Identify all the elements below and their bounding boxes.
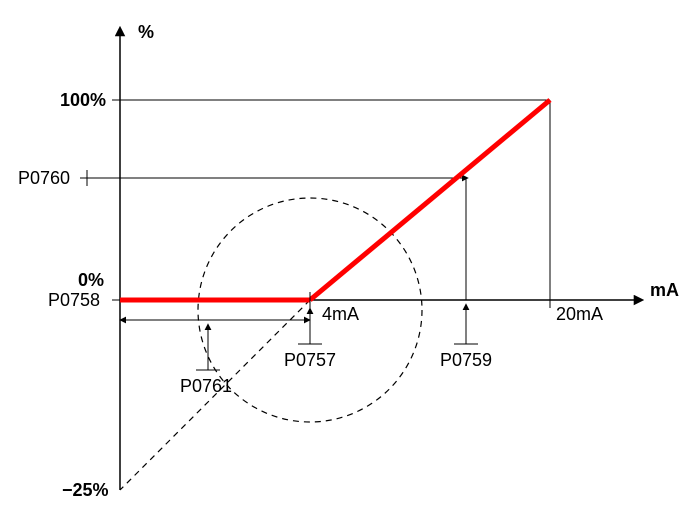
label-p0758: P0758 <box>48 290 100 310</box>
label-4mA: 4mA <box>322 304 359 324</box>
label-20mA: 20mA <box>556 304 603 324</box>
function-ramp <box>310 100 550 300</box>
y-axis-unit: % <box>138 22 154 42</box>
x-axis-unit: mA <box>650 280 679 300</box>
label-p0759: P0759 <box>440 350 492 370</box>
label-100pct: 100% <box>60 90 106 110</box>
label-p0760: P0760 <box>18 168 70 188</box>
analog-scaling-diagram: % mA 100% 0% P0758 P0760 20mA P0761 4mA … <box>0 0 696 525</box>
label-neg25: −25% <box>62 480 109 500</box>
label-p0757: P0757 <box>284 350 336 370</box>
label-p0761: P0761 <box>180 376 232 396</box>
label-0pct: 0% <box>78 270 104 290</box>
